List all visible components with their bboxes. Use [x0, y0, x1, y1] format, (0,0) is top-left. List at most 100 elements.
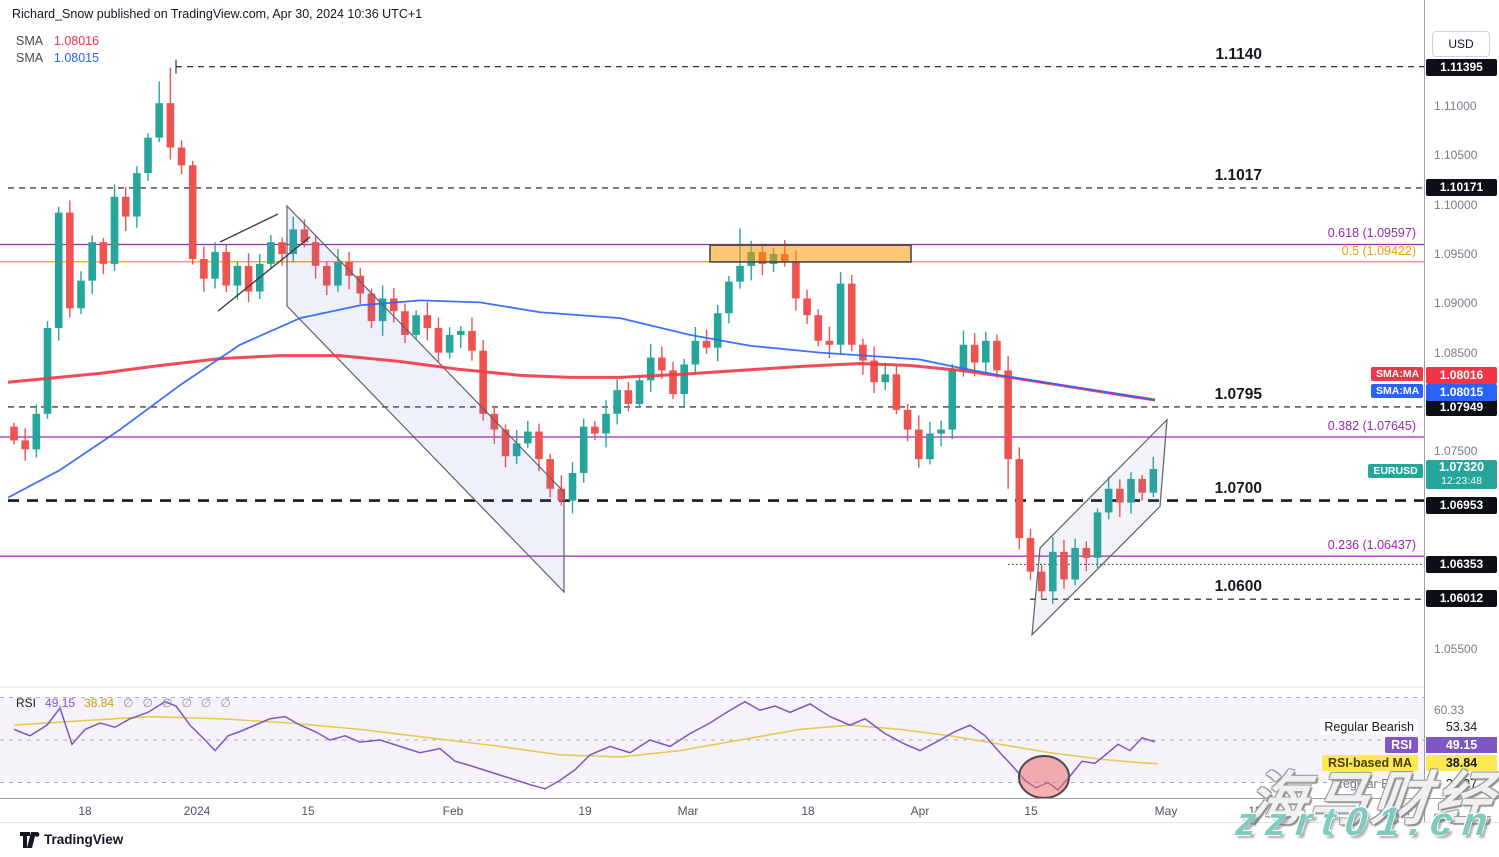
- candle-body: [635, 380, 644, 404]
- candle-body: [345, 261, 353, 276]
- tradingview-wordmark[interactable]: TradingView: [44, 832, 124, 847]
- candle-body: [1138, 478, 1146, 493]
- candle-body: [579, 426, 588, 473]
- publish-byline: Richard_Snow published on TradingView.co…: [12, 7, 423, 21]
- candle-body: [233, 265, 242, 286]
- candle-body: [1149, 469, 1158, 493]
- candle-body: [903, 409, 912, 430]
- candle-body: [468, 330, 476, 351]
- ascending-channel-drawing: [1031, 418, 1168, 637]
- candle-body: [892, 374, 901, 410]
- candle-body: [177, 147, 186, 166]
- empty-value-icon: ∅: [161, 696, 173, 710]
- candle-body: [870, 360, 878, 383]
- sma-ma-tag-badge-0: SMA:MA: [1371, 367, 1423, 381]
- chart-pane[interactable]: Richard_Snow published on TradingView.co…: [0, 0, 1424, 798]
- time-axis-label: Feb: [442, 804, 464, 818]
- candle-body: [613, 390, 621, 414]
- price-scale[interactable]: USD 1.11000 1.10500 1.10000 1.09500 1.09000 1…: [1424, 0, 1499, 798]
- candle-body: [1082, 547, 1091, 558]
- rsi-row-value-1: 49.15: [1426, 737, 1497, 753]
- candle-body: [389, 298, 398, 312]
- empty-value-icon: ∅: [220, 696, 231, 710]
- supply-zone-box-drawing: [709, 244, 912, 263]
- time-axis-label: 18: [78, 804, 92, 818]
- candle-body: [847, 283, 856, 345]
- candle-body: [725, 281, 733, 314]
- candle-body: [680, 364, 688, 395]
- candle-body: [825, 340, 834, 345]
- price-tick-label: 1.09000: [1434, 296, 1478, 311]
- time-axis-label: 13: [1248, 804, 1262, 818]
- candle-body: [792, 261, 800, 299]
- empty-value-icon: ∅: [123, 696, 134, 710]
- sma-slow-line: [7, 354, 1156, 402]
- time-axis-label: 18: [801, 804, 815, 818]
- candle-body: [356, 275, 365, 294]
- rsi-title: RSI: [16, 696, 37, 710]
- legend-sma-fast[interactable]: SMA 1.08015: [16, 51, 99, 65]
- candle-body: [144, 137, 152, 174]
- chart-canvas[interactable]: [0, 0, 1424, 798]
- empty-value-icon: ∅: [200, 696, 212, 710]
- candle-body: [121, 196, 130, 217]
- candle-body: [669, 370, 677, 395]
- rsi-row-label-rsi: RSI: [1385, 737, 1418, 753]
- candle-body: [188, 165, 197, 259]
- time-axis-label: Mar: [677, 804, 699, 818]
- candle-body: [881, 374, 890, 383]
- price-level-badge-3: 1.06953: [1426, 496, 1497, 514]
- price-tick-label: 1.08500: [1434, 345, 1478, 360]
- candle-body: [490, 413, 499, 430]
- candle-body: [1004, 370, 1012, 460]
- candle-body: [278, 242, 286, 255]
- price-tick-label: 1.05500: [1434, 641, 1478, 656]
- rsi-indicator-legend[interactable]: RSI 49.15 38.84 ∅ ∅ ∅ ∅ ∅ ∅: [16, 696, 249, 710]
- currency-toggle-button[interactable]: USD: [1432, 31, 1490, 57]
- candle-body: [1037, 571, 1046, 592]
- candle-body: [658, 357, 666, 371]
- candle-body: [624, 390, 633, 404]
- legend-label: SMA: [16, 51, 43, 65]
- candle-body: [1060, 551, 1068, 580]
- candle-body: [557, 488, 566, 501]
- sma-fast-line: [7, 299, 1156, 499]
- legend-sma-slow[interactable]: SMA 1.08016: [16, 34, 99, 48]
- candle-body: [311, 242, 320, 266]
- candle-body: [512, 443, 521, 457]
- candle-body: [99, 242, 108, 264]
- key-level-label-1: 1.1017: [1214, 166, 1262, 184]
- footer-bar: TradingView: [0, 822, 1499, 857]
- fib-level-label-1: 0.5 (1.09422): [1341, 243, 1416, 258]
- rsi-row-label-regular-bullish: Regular Bullish: [1333, 777, 1418, 791]
- price-tick-label: 1.11000: [1434, 99, 1477, 114]
- candle-body: [914, 429, 923, 460]
- candle-body: [300, 229, 309, 243]
- candle-body: [937, 429, 945, 434]
- candle-body: [200, 258, 208, 279]
- candle-body: [859, 344, 867, 361]
- time-axis-label: 19: [578, 804, 592, 818]
- candle-body: [54, 212, 63, 329]
- rsi-ma-line: [13, 715, 1159, 765]
- trendline-drawing-0: [219, 213, 279, 243]
- tradingview-logo-icon[interactable]: [20, 832, 40, 848]
- candle-body: [926, 433, 934, 460]
- candle-body: [568, 472, 577, 501]
- rsi-row-value-3: 28.27: [1426, 776, 1497, 792]
- candle-body: [378, 298, 387, 322]
- symbol-tag-badge: EURUSD: [1368, 464, 1423, 478]
- candle-body: [602, 413, 610, 434]
- candle-body: [1071, 547, 1079, 580]
- candle-body: [1093, 512, 1102, 558]
- rsi-scale-tick-clipped: 60.33: [1434, 703, 1465, 717]
- candle-body: [1049, 551, 1057, 592]
- sma-value-badge-1: 1.08015: [1426, 384, 1497, 401]
- empty-value-icon: ∅: [181, 696, 192, 710]
- candle-body: [457, 330, 465, 335]
- candle-body: [77, 280, 85, 309]
- candle-body: [993, 340, 1001, 371]
- rsi-line: [13, 700, 1156, 791]
- time-axis[interactable]: 18 2024 15 Feb 19 Mar 18 Apr 15 May 13 Jun: [0, 798, 1424, 823]
